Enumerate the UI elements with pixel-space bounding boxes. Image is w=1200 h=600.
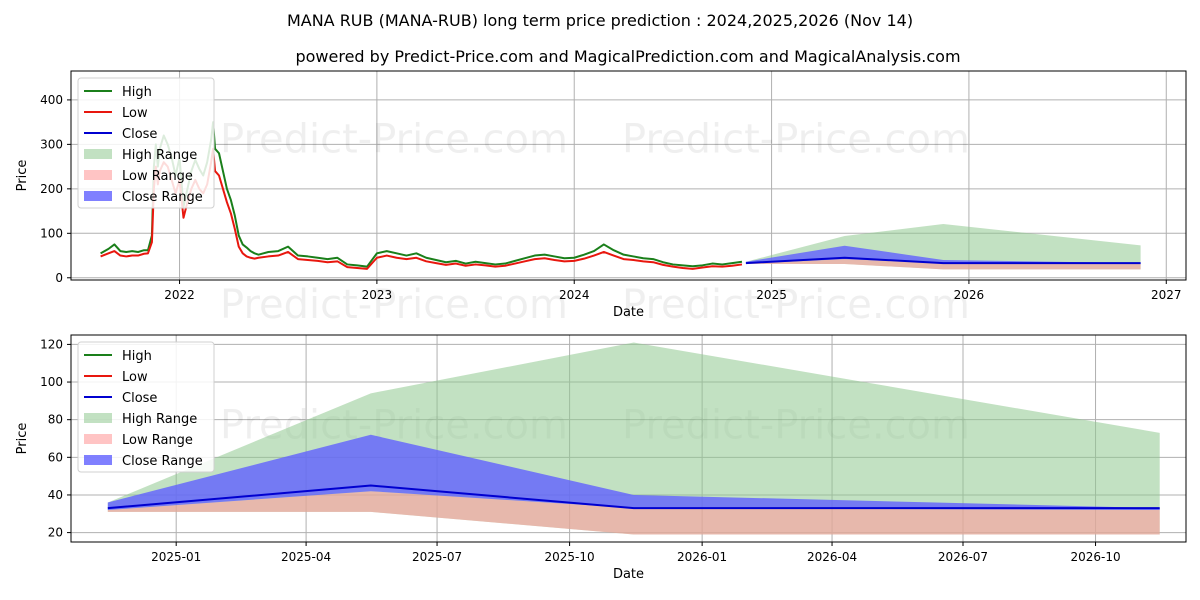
legend-label: High [122,349,152,364]
x-tick-label: 2027 [1151,288,1182,302]
legend-swatch [84,191,112,201]
close-range-band [745,245,1141,264]
x-axis-label: Date [613,305,644,320]
x-tick-label: 2025-01 [151,550,201,564]
legend-label: High [122,85,152,100]
watermark-text: Predict-Price.com [622,117,970,163]
legend-label: Low [122,370,148,385]
y-tick-label: 40 [48,488,63,502]
legend-swatch [84,455,112,465]
legend-swatch [84,413,112,423]
y-tick-label: 60 [48,450,63,464]
y-axis-label: Price [15,423,30,455]
legend-label: Close Range [122,454,203,469]
legend-label: Low Range [122,169,193,184]
watermark-text: Predict-Price.com [622,282,970,328]
legend-swatch [84,434,112,444]
axes-frame [70,70,1187,281]
price-history-chart: Predict-Price.com Predict-Price.com Predic… [15,70,1187,328]
y-tick-label: 0 [55,271,63,285]
watermark-text: Predict-Price.com [220,282,568,328]
legend: High Low Close High Range Low Range Close Ran… [77,77,215,209]
y-tick-label: 400 [40,93,63,107]
y-tick-label: 300 [40,137,63,151]
axes-frame [70,334,1187,543]
x-tick-label: 2025 [756,288,787,302]
y-tick-label: 100 [40,375,63,389]
x-tick-label: 2026-04 [807,550,857,564]
x-tick-label: 2026-10 [1070,550,1120,564]
x-axis-label: Date [613,567,644,582]
y-tick-label: 200 [40,182,63,196]
low-range-band [745,259,1141,270]
chart-subtitle: powered by Predict-Price.com and Magical… [295,47,960,66]
legend-label: Low Range [122,433,193,448]
legend-label: Close Range [122,190,203,205]
legend-label: Close [122,127,157,142]
legend-label: High Range [122,148,197,163]
watermark-text: Predict-Price.com [220,117,568,163]
legend-label: High Range [122,412,197,427]
x-tick-label: 2022 [164,288,195,302]
legend-label: Close [122,391,157,406]
close-range-band [107,434,1160,511]
x-tick-label: 2023 [362,288,393,302]
x-tick-label: 2024 [559,288,590,302]
plot-area [107,342,1160,535]
x-tick-label: 2025-04 [281,550,331,564]
legend-label: Low [122,106,148,121]
x-tick-label: 2026-07 [938,550,988,564]
y-tick-label: 80 [48,413,63,427]
x-tick-label: 2026-01 [677,550,727,564]
forecast-zoom-chart: Predict-Price.comPredict-Price.com2025-0… [15,334,1187,582]
x-tick-label: 2026 [954,288,985,302]
x-tick-label: 2025-07 [412,550,462,564]
y-tick-label: 20 [48,526,63,540]
low-range-band [107,491,1160,535]
legend-swatch [84,149,112,159]
y-axis-label: Price [15,160,30,192]
legend-swatch [84,170,112,180]
legend: High Low Close High Range Low Range Close Ran… [77,341,215,473]
close-forecast-line [107,484,1160,510]
x-tick-label: 2025-10 [545,550,595,564]
plot-area [100,121,1141,270]
close-forecast-line [745,256,1141,265]
y-tick-label: 100 [40,226,63,240]
y-tick-label: 120 [40,337,63,351]
chart-title: MANA RUB (MANA-RUB) long term price pred… [287,11,913,30]
